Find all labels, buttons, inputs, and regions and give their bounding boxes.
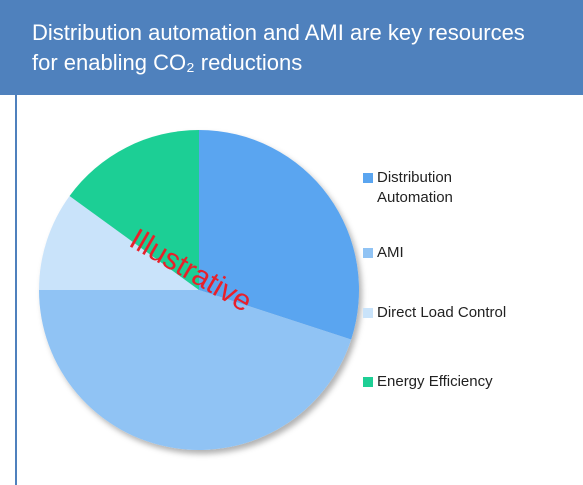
legend-swatch (363, 377, 373, 387)
legend-label: Direct Load Control (377, 304, 507, 321)
pie-slice (199, 130, 359, 340)
chart-title: Distribution automation and AMI are key … (32, 20, 525, 75)
legend-entry: AMI (363, 243, 511, 263)
pie-slice (69, 130, 199, 290)
legend-swatch (363, 173, 373, 183)
frame-line (15, 95, 17, 485)
pie-slice (39, 195, 199, 290)
legend-swatch (363, 248, 373, 258)
legend-label: AMI (377, 244, 404, 261)
legend-label: Distribution Automation (377, 169, 453, 206)
pie-slice (39, 290, 352, 450)
legend-swatch (363, 308, 373, 318)
pie (39, 130, 359, 450)
legend-entry: Distribution Automation (363, 168, 511, 208)
legend-entry: Energy Efficiency (363, 372, 511, 392)
legend-label: Energy Efficiency (377, 373, 493, 390)
legend-entry: Direct Load Control (363, 303, 511, 323)
header: Distribution automation and AMI are key … (0, 0, 583, 95)
